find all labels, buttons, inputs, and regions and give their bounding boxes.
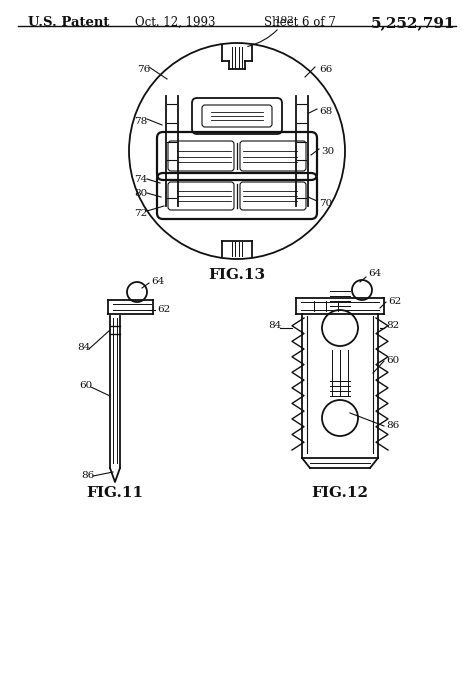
Text: FIG.13: FIG.13 xyxy=(209,268,265,282)
Text: 78: 78 xyxy=(134,116,147,125)
Text: 76: 76 xyxy=(137,65,150,74)
Text: 74: 74 xyxy=(134,175,147,184)
Text: 80: 80 xyxy=(134,189,147,198)
Text: 84: 84 xyxy=(77,343,90,352)
Text: 30: 30 xyxy=(321,146,334,155)
Text: 86: 86 xyxy=(81,471,94,480)
Text: 82: 82 xyxy=(386,321,399,330)
Text: 68: 68 xyxy=(319,106,332,116)
Text: 62: 62 xyxy=(157,305,170,314)
Text: U.S. Patent: U.S. Patent xyxy=(28,16,109,29)
Text: 192: 192 xyxy=(248,16,295,47)
Text: 5,252,791: 5,252,791 xyxy=(370,16,455,30)
Text: 64: 64 xyxy=(151,277,164,286)
Text: 84: 84 xyxy=(268,321,281,330)
Text: Sheet 6 of 7: Sheet 6 of 7 xyxy=(264,16,336,29)
Text: 62: 62 xyxy=(388,297,401,306)
Text: 64: 64 xyxy=(368,269,381,278)
Text: 70: 70 xyxy=(319,198,332,207)
Text: Oct. 12, 1993: Oct. 12, 1993 xyxy=(135,16,215,29)
Text: 60: 60 xyxy=(386,356,399,365)
Text: 86: 86 xyxy=(386,421,399,430)
Text: FIG.11: FIG.11 xyxy=(86,486,144,500)
Text: 72: 72 xyxy=(134,209,147,217)
Text: FIG.12: FIG.12 xyxy=(311,486,368,500)
Text: 66: 66 xyxy=(319,65,332,74)
Text: 60: 60 xyxy=(79,381,92,390)
